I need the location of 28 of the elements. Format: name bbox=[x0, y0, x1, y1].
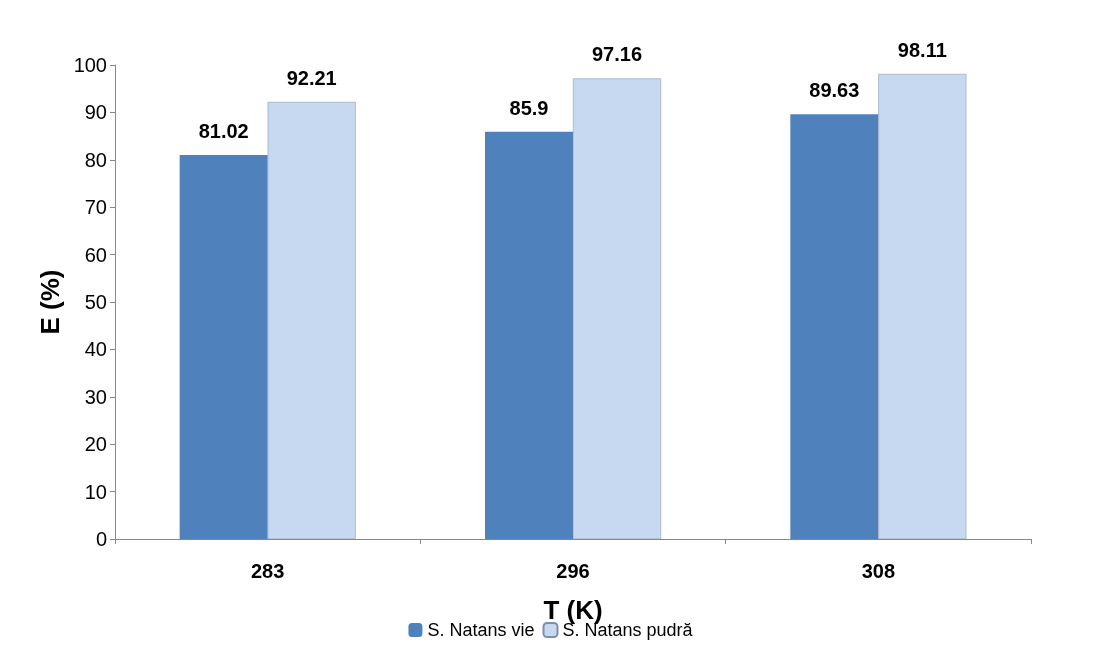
data-label: 89.63 bbox=[809, 79, 860, 102]
y-tick-label: 30 bbox=[84, 385, 107, 408]
y-tick-label: 100 bbox=[73, 54, 107, 76]
bar bbox=[790, 114, 879, 539]
x-tick-label: 308 bbox=[861, 560, 896, 582]
y-tick-label: 60 bbox=[84, 243, 107, 266]
legend-label: S. Natans vie bbox=[427, 620, 535, 640]
y-tick-label: 40 bbox=[84, 338, 107, 361]
bar bbox=[179, 154, 268, 539]
data-label: 97.16 bbox=[591, 43, 643, 66]
y-tick-label: 80 bbox=[84, 148, 107, 171]
y-tick-label: 90 bbox=[84, 101, 107, 124]
y-axis-title: E (%) bbox=[34, 269, 65, 335]
bar bbox=[573, 78, 661, 539]
data-label: 81.02 bbox=[198, 119, 249, 142]
data-label: 92.21 bbox=[286, 66, 337, 89]
y-tick-label: 20 bbox=[84, 433, 107, 456]
y-tick-label: 70 bbox=[84, 196, 107, 219]
y-tick-label: 10 bbox=[84, 480, 107, 503]
data-label: 85.9 bbox=[509, 96, 549, 119]
y-tick-label: 0 bbox=[95, 528, 107, 550]
data-label: 98.11 bbox=[897, 38, 947, 61]
x-tick-label: 283 bbox=[250, 560, 285, 582]
bar bbox=[878, 73, 967, 539]
y-tick-label: 50 bbox=[84, 291, 107, 313]
x-tick-label: 296 bbox=[556, 560, 590, 582]
bar bbox=[267, 101, 356, 539]
bar bbox=[485, 131, 573, 539]
